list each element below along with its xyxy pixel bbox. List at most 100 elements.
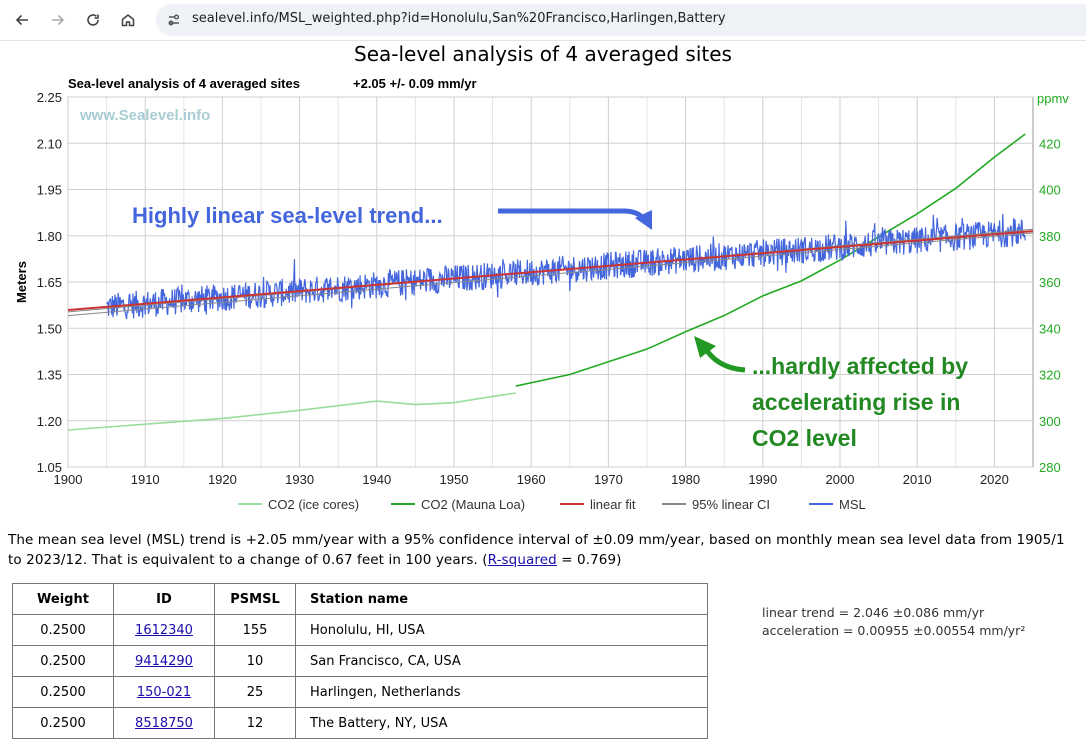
y2-tick-label: 300 (1039, 414, 1061, 429)
y-tick-label: 1.95 (37, 183, 62, 198)
weight-cell: 0.2500 (12, 645, 114, 677)
table-header-row: Weight ID PSMSL Station name (12, 583, 708, 615)
station-name-cell: Harlingen, Netherlands (295, 676, 708, 708)
legend-label: MSL (839, 497, 866, 512)
y2-tick-label: 360 (1039, 275, 1061, 290)
y-tick-label: 2.10 (37, 136, 62, 151)
x-tick-label: 2010 (903, 472, 932, 487)
station-id-link[interactable]: 9414290 (135, 653, 193, 669)
annotation-linear-trend: Highly linear sea-level trend... (132, 203, 443, 228)
id-cell: 1612340 (113, 614, 215, 646)
table-row: 0.2500 1612340 155 Honolulu, HI, USA (12, 614, 708, 646)
back-button[interactable] (8, 6, 36, 34)
regression-stats: linear trend = 2.046 ±0.086 mm/yr accele… (762, 604, 1025, 640)
linear-fit-line (67, 230, 1034, 312)
y-axis-label: Meters (14, 261, 29, 303)
annotation-hardly-affected: ...hardly affected by (752, 353, 968, 379)
y2-tick-label: 340 (1039, 321, 1061, 336)
green-arrow-head (694, 336, 716, 358)
annotation-co2-level: CO2 level (752, 425, 857, 451)
y2-tick-label: 320 (1039, 368, 1061, 383)
y2-tick-label: 400 (1039, 183, 1061, 198)
x-tick-label: 1920 (208, 472, 237, 487)
psmsl-cell: 25 (214, 676, 296, 708)
station-id-link[interactable]: 150-021 (136, 684, 192, 700)
x-tick-label: 1940 (362, 472, 391, 487)
psmsl-cell: 10 (214, 645, 296, 677)
id-cell: 8518750 (113, 707, 215, 739)
home-button[interactable] (114, 6, 142, 34)
linear-trend-text: linear trend = 2.046 ±0.086 mm/yr (762, 605, 985, 620)
page-title: Sea-level analysis of 4 averaged sites (354, 42, 732, 66)
y-tick-label: 1.20 (37, 414, 62, 429)
stations-table: Weight ID PSMSL Station name 0.2500 1612… (12, 583, 708, 739)
y2-tick-label: 380 (1039, 229, 1061, 244)
x-tick-label: 2000 (826, 472, 855, 487)
table-row: 0.2500 150-021 25 Harlingen, Netherlands (12, 676, 708, 708)
co2-ice-cores-line (67, 392, 516, 431)
site-info-icon[interactable] (166, 12, 182, 28)
r-squared-link[interactable]: R-squared (487, 552, 557, 568)
y2-axis-label: ppmv (1037, 91, 1069, 106)
station-name-cell: The Battery, NY, USA (295, 707, 708, 739)
y-tick-label: 1.35 (37, 368, 62, 383)
trend-description: The mean sea level (MSL) trend is +2.05 … (8, 530, 1078, 570)
weight-cell: 0.2500 (12, 676, 114, 708)
x-tick-label: 1970 (594, 472, 623, 487)
annotation-accelerating: accelerating rise in (752, 389, 960, 415)
y-tick-label: 1.50 (37, 321, 62, 336)
id-cell: 150-021 (113, 676, 215, 708)
watermark: www.Sealevel.info (79, 107, 210, 124)
column-header-psmsl: PSMSL (214, 583, 296, 615)
legend-label: linear fit (590, 497, 636, 512)
forward-button[interactable] (44, 6, 72, 34)
address-bar[interactable]: sealevel.info/MSL_weighted.php?id=Honolu… (156, 4, 1086, 36)
acceleration-text: acceleration = 0.00955 ±0.00554 mm/yr² (762, 623, 1026, 638)
x-tick-label: 1950 (440, 472, 469, 487)
y-tick-label: 1.65 (37, 275, 62, 290)
column-header-station-name: Station name (295, 583, 708, 615)
forward-arrow-icon (52, 14, 65, 26)
column-header-weight: Weight (12, 583, 114, 615)
blue-arrow-head (635, 210, 652, 230)
chart-title: Sea-level analysis of 4 averaged sites (68, 76, 300, 91)
psmsl-cell: 155 (214, 614, 296, 646)
x-tick-label: 1960 (517, 472, 546, 487)
table-row: 0.2500 8518750 12 The Battery, NY, USA (12, 707, 708, 739)
reload-icon (87, 14, 99, 26)
station-id-link[interactable]: 1612340 (135, 622, 193, 638)
x-tick-label: 1990 (748, 472, 777, 487)
station-id-link[interactable]: 8518750 (135, 715, 193, 731)
y2-tick-label: 420 (1039, 136, 1061, 151)
x-tick-label: 1980 (671, 472, 700, 487)
y-tick-label: 2.25 (37, 90, 62, 105)
x-tick-label: 1910 (131, 472, 160, 487)
y-tick-label: 1.05 (37, 460, 62, 475)
y2-tick-label: 280 (1039, 460, 1061, 475)
legend-label: CO2 (ice cores) (268, 497, 359, 512)
psmsl-cell: 12 (214, 707, 296, 739)
legend-label: CO2 (Mauna Loa) (421, 497, 525, 512)
ci-lower-line (67, 232, 1034, 317)
sea-level-chart: 1900 1910 1920 1930 1940 1950 1960 1970 1980 1990… (0, 70, 1086, 520)
back-arrow-icon (15, 14, 28, 26)
co2-mauna-loa-line (515, 133, 1026, 387)
id-cell: 9414290 (113, 645, 215, 677)
y-tick-label: 1.80 (37, 229, 62, 244)
x-tick-label: 1930 (285, 472, 314, 487)
chart-svg: 1900 1910 1920 1930 1940 1950 1960 1970 1980 1990… (14, 76, 1069, 512)
table-row: 0.2500 9414290 10 San Francisco, CA, USA (12, 645, 708, 677)
station-name-cell: Honolulu, HI, USA (295, 614, 708, 646)
reload-button[interactable] (79, 6, 107, 34)
description-text-end: = 0.769) (556, 552, 622, 568)
weight-cell: 0.2500 (12, 614, 114, 646)
url-text: sealevel.info/MSL_weighted.php?id=Honolu… (192, 11, 726, 26)
chart-subtitle: +2.05 +/- 0.09 mm/yr (353, 76, 477, 91)
station-name-cell: San Francisco, CA, USA (295, 645, 708, 677)
legend-label: 95% linear CI (692, 497, 770, 512)
home-icon (121, 14, 135, 27)
x-tick-label: 2020 (980, 472, 1009, 487)
description-text: The mean sea level (MSL) trend is +2.05 … (8, 532, 1065, 568)
weight-cell: 0.2500 (12, 707, 114, 739)
column-header-id: ID (113, 583, 215, 615)
